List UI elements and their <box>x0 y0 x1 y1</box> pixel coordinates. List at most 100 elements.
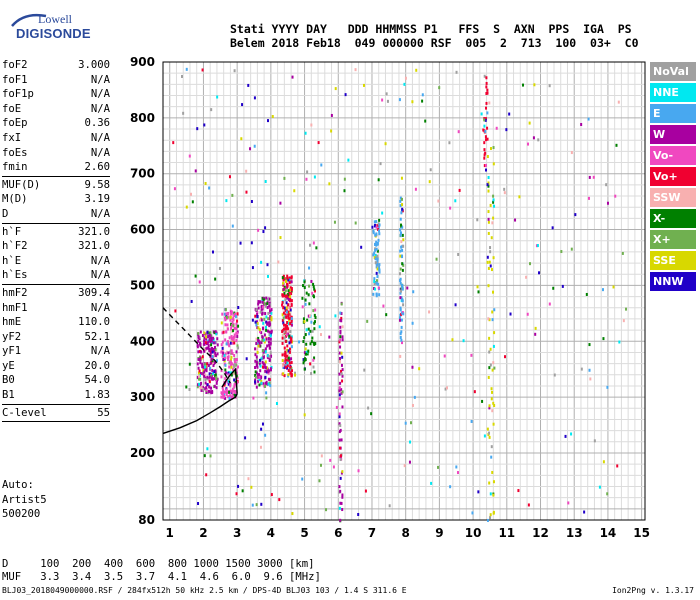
echo-point <box>285 315 288 319</box>
echo-point <box>209 366 212 370</box>
echo-point <box>312 309 315 313</box>
echo-point <box>312 241 315 245</box>
echo-point <box>260 331 263 335</box>
param-value: N/A <box>90 301 110 314</box>
echo-point <box>213 370 216 374</box>
echo-point <box>229 360 232 364</box>
param-value: 0.36 <box>84 117 110 130</box>
echo-point <box>262 382 265 386</box>
echo-point <box>235 322 238 326</box>
echo-point <box>492 344 495 348</box>
echo-point <box>381 98 384 102</box>
echo-point <box>404 421 407 425</box>
echo-point <box>262 362 265 366</box>
param-row: B1 1.83 <box>2 388 110 403</box>
echo-point <box>225 330 228 334</box>
echo-point <box>287 313 290 317</box>
echo-point <box>285 301 288 305</box>
echo-point <box>473 390 476 394</box>
echo-point <box>216 377 219 381</box>
param-label: foE <box>2 102 22 115</box>
echo-point <box>262 321 265 325</box>
echo-point <box>343 189 346 193</box>
echo-point <box>229 382 232 386</box>
echo-point <box>281 358 284 362</box>
echo-point <box>454 303 457 307</box>
echo-point <box>488 350 491 354</box>
echo-point <box>491 221 494 225</box>
echo-point <box>207 363 210 367</box>
distance-row: D 100 200 400 600 800 1000 1500 3000 [km… <box>2 558 315 570</box>
echo-point <box>492 162 495 166</box>
echo-point <box>485 106 488 110</box>
echo-point <box>202 368 205 372</box>
echo-point <box>285 310 288 314</box>
echo-point <box>284 361 287 365</box>
echo-point <box>215 381 218 385</box>
echo-point <box>209 454 212 458</box>
echo-point <box>308 314 311 318</box>
echo-point <box>375 265 378 269</box>
param-label: h`Es <box>2 269 28 282</box>
echo-point <box>303 413 306 417</box>
echo-point <box>304 333 307 337</box>
echo-point <box>286 348 289 352</box>
echo-point <box>402 263 405 267</box>
echo-point <box>264 180 267 184</box>
echo-point <box>339 454 342 458</box>
param-value: 20.0 <box>84 359 110 372</box>
echo-point <box>378 229 381 233</box>
echo-point <box>421 99 424 103</box>
echo-point <box>373 286 376 290</box>
echo-point <box>198 280 201 284</box>
echo-point <box>237 305 240 309</box>
echo-point <box>485 91 488 95</box>
plot-frame <box>162 61 646 521</box>
echo-point <box>287 322 290 326</box>
echo-point <box>526 312 529 316</box>
echo-point <box>477 490 480 494</box>
echo-point <box>294 373 297 377</box>
echo-point <box>384 142 387 146</box>
echo-point <box>625 307 628 311</box>
param-row: yF1 N/A <box>2 344 110 359</box>
echo-point <box>197 335 200 339</box>
echo-point <box>287 296 290 300</box>
echo-point <box>400 338 403 342</box>
trace-curve <box>162 393 238 435</box>
echo-point <box>560 250 563 254</box>
echo-point <box>211 250 214 254</box>
echo-point <box>488 366 491 370</box>
echo-point <box>277 260 280 264</box>
echo-point <box>492 216 495 220</box>
echo-point <box>265 296 268 300</box>
echo-point <box>194 274 197 278</box>
echo-point <box>233 370 236 374</box>
auto-version: 500200 <box>2 508 41 521</box>
echo-point <box>301 305 304 309</box>
echo-point <box>374 242 377 246</box>
echo-point <box>213 361 216 365</box>
echo-point <box>283 330 286 334</box>
echo-point <box>258 318 261 322</box>
echo-point <box>251 266 254 270</box>
echo-point <box>302 284 305 288</box>
echo-point <box>424 119 427 123</box>
echo-point <box>236 331 239 335</box>
echo-point <box>313 327 316 331</box>
echo-point <box>287 349 290 353</box>
echo-point <box>588 343 591 347</box>
echo-point <box>185 385 188 389</box>
echo-point <box>204 381 207 385</box>
echo-point <box>228 396 231 400</box>
echo-point <box>437 465 440 469</box>
echo-point <box>232 329 235 333</box>
echo-point <box>214 351 217 355</box>
echo-point <box>267 119 270 123</box>
echo-point <box>305 328 308 332</box>
echo-point <box>522 83 525 87</box>
echo-point <box>313 370 316 374</box>
echo-point <box>235 368 238 372</box>
echo-point <box>200 381 203 385</box>
